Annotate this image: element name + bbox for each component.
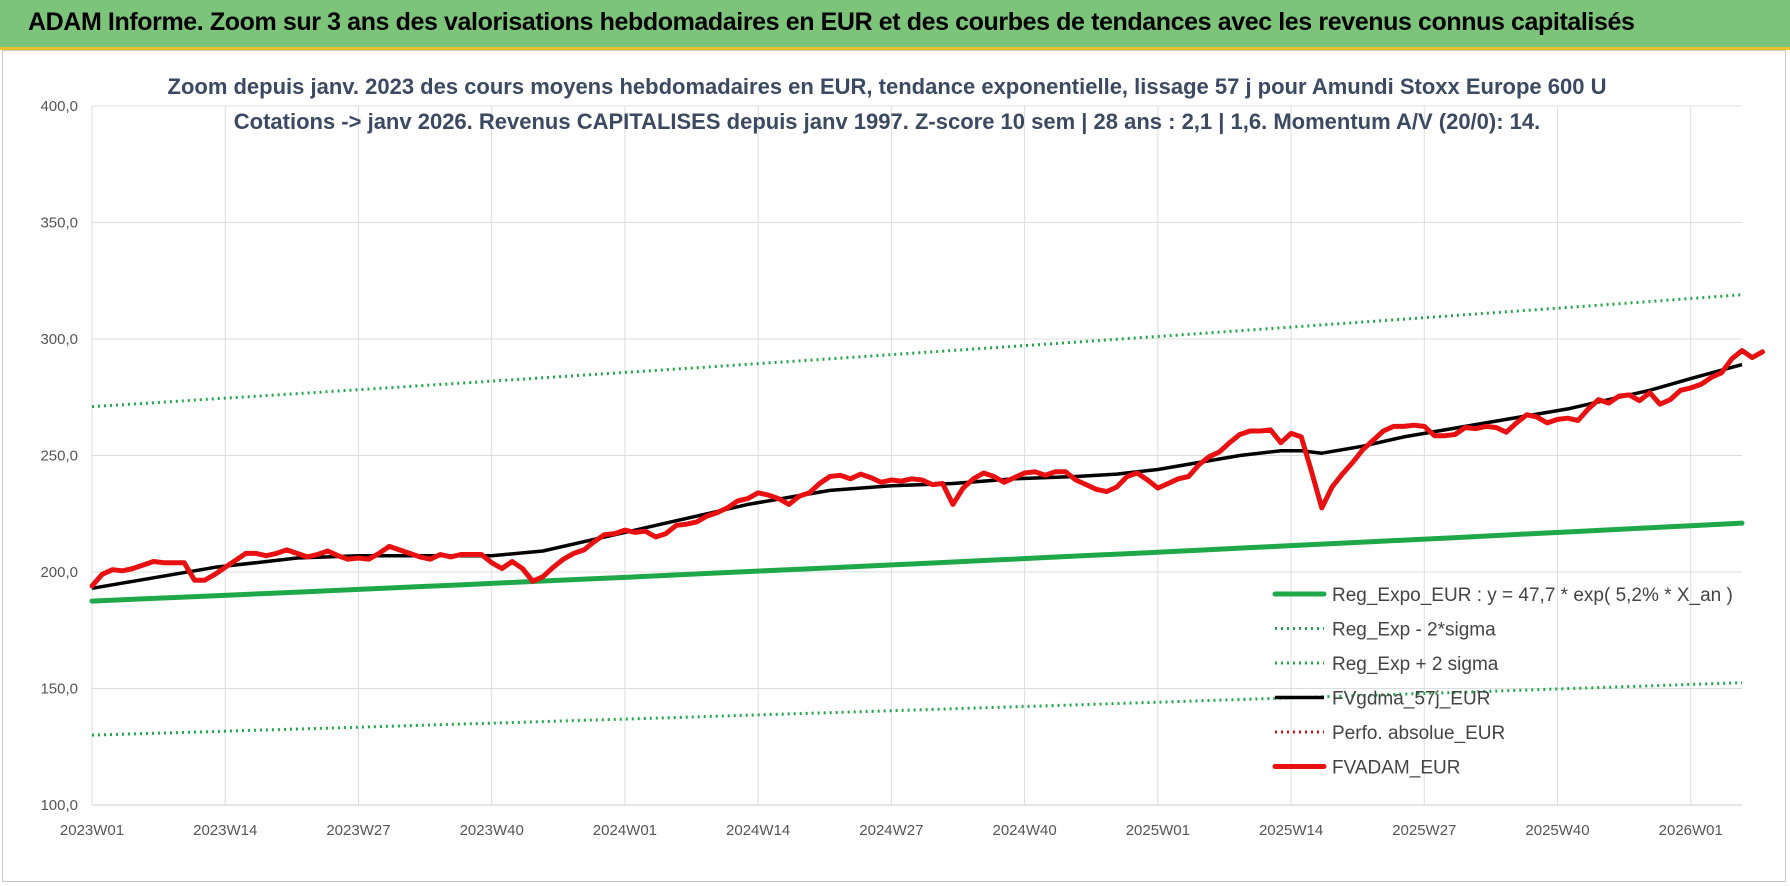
x-tick-label: 2023W40 [460, 822, 524, 839]
y-tick-label: 300,0 [40, 331, 78, 348]
report-banner: ADAM Informe. Zoom sur 3 ans des valoris… [0, 0, 1790, 50]
y-tick-label: 350,0 [40, 215, 78, 232]
x-axis: 2023W01 2023W14 2023W27 2023W40 2024W01 2024W… [60, 822, 1723, 839]
chart-title: Zoom depuis janv. 2023 des cours moyens … [168, 74, 1607, 134]
legend-label: FVgdma_57j_EUR [1332, 689, 1490, 710]
x-tick-label: 2026W01 [1659, 822, 1723, 839]
y-axis: 400,0 350,0 300,0 250,0 200,0 150,0 100,0 [40, 98, 78, 814]
chart-legend: Reg_Expo_EUR : y = 47,7 * exp( 5,2% * X_… [1272, 585, 1733, 779]
chart-title-line-2: Cotations -> janv 2026. Revenus CAPITALI… [234, 109, 1541, 134]
legend-label: Perfo. absolue_EUR [1332, 723, 1505, 744]
y-tick-label: 100,0 [40, 797, 78, 814]
x-tick-label: 2025W14 [1259, 822, 1323, 839]
y-tick-label: 400,0 [40, 98, 78, 115]
series-line-0 [89, 520, 1745, 604]
x-tick-label: 2023W01 [60, 822, 124, 839]
x-tick-label: 2024W14 [726, 822, 790, 839]
legend-label: Reg_Exp - 2*sigma [1332, 620, 1496, 641]
y-tick-label: 200,0 [40, 564, 78, 581]
x-tick-label: 2025W40 [1525, 822, 1589, 839]
chart-series [89, 293, 1765, 737]
chart-title-line-1: Zoom depuis janv. 2023 des cours moyens … [168, 74, 1607, 99]
x-tick-label: 2024W01 [593, 822, 657, 839]
x-tick-label: 2025W01 [1126, 822, 1190, 839]
chart-grid [91, 105, 1742, 806]
x-tick-label: 2024W27 [859, 822, 923, 839]
series-line-1 [91, 681, 1743, 737]
x-tick-label: 2023W14 [193, 822, 257, 839]
report-title: ADAM Informe. Zoom sur 3 ans des valoris… [28, 8, 1635, 36]
y-tick-label: 250,0 [40, 448, 78, 465]
x-tick-label: 2025W27 [1392, 822, 1456, 839]
chart-frame [2, 50, 1786, 882]
legend-label: Reg_Expo_EUR : y = 47,7 * exp( 5,2% * X_… [1332, 585, 1733, 606]
legend-label: FVADAM_EUR [1332, 758, 1460, 779]
legend-label: Reg_Exp + 2 sigma [1332, 654, 1499, 675]
series-line-5 [89, 348, 1765, 589]
x-tick-label: 2023W27 [326, 822, 390, 839]
y-tick-label: 150,0 [40, 681, 78, 698]
x-tick-label: 2024W40 [992, 822, 1056, 839]
series-line-3 [91, 362, 1743, 591]
series-line-2 [91, 293, 1743, 409]
